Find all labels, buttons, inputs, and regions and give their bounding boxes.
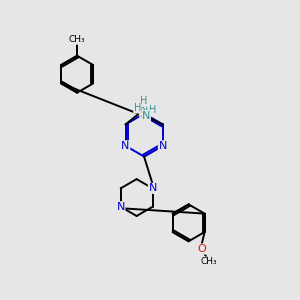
Text: H: H xyxy=(149,105,157,115)
Text: H: H xyxy=(140,96,148,106)
Text: O: O xyxy=(197,244,206,254)
Text: H: H xyxy=(134,103,141,113)
Text: N: N xyxy=(148,183,157,193)
Text: N: N xyxy=(140,105,148,115)
Text: N: N xyxy=(116,202,125,212)
Text: N: N xyxy=(140,109,148,119)
Text: N: N xyxy=(142,110,150,121)
Text: N: N xyxy=(158,141,167,151)
Text: CH₃: CH₃ xyxy=(69,35,85,44)
Text: CH₃: CH₃ xyxy=(200,257,217,266)
Text: N: N xyxy=(121,141,130,151)
